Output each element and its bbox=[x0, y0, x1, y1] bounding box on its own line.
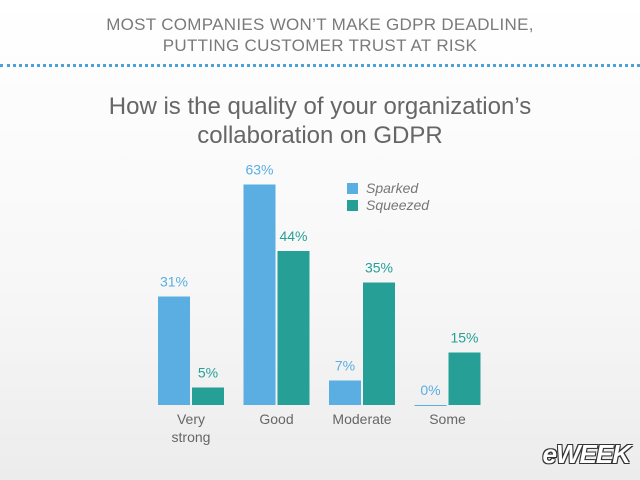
value-label: 5% bbox=[198, 365, 218, 381]
chart-title: How is the quality of your organization’… bbox=[108, 93, 532, 149]
header-line: MOST COMPANIES WON’T MAKE GDPR DEADLINE, bbox=[106, 15, 534, 34]
divider bbox=[0, 64, 640, 67]
value-label: 7% bbox=[335, 358, 355, 374]
header-line: PUTTING CUSTOMER TRUST AT RISK bbox=[162, 36, 478, 55]
value-label: 63% bbox=[245, 162, 273, 178]
legend-label: Sparked bbox=[366, 180, 419, 196]
value-label: 44% bbox=[279, 228, 307, 244]
bar bbox=[277, 251, 310, 405]
bar bbox=[329, 380, 361, 405]
legend-swatch bbox=[347, 200, 358, 211]
bar bbox=[243, 184, 276, 405]
category-label: Some bbox=[429, 411, 466, 427]
value-label: 35% bbox=[365, 260, 393, 276]
legend-swatch bbox=[347, 183, 358, 194]
value-label: 0% bbox=[420, 382, 440, 398]
bar bbox=[363, 282, 395, 405]
value-label: 15% bbox=[450, 330, 478, 346]
category-label: Good bbox=[259, 411, 294, 427]
bar bbox=[192, 387, 224, 405]
legend-label: Squeezed bbox=[366, 197, 430, 213]
category-label: Very strong bbox=[171, 411, 211, 445]
bar bbox=[158, 296, 190, 405]
bar bbox=[448, 352, 481, 405]
logo: eWEEK bbox=[542, 439, 631, 469]
value-label: 31% bbox=[160, 274, 188, 290]
header: MOST COMPANIES WON’T MAKE GDPR DEADLINE,… bbox=[0, 14, 640, 56]
bar bbox=[414, 405, 447, 406]
category-label: Moderate bbox=[332, 411, 392, 427]
